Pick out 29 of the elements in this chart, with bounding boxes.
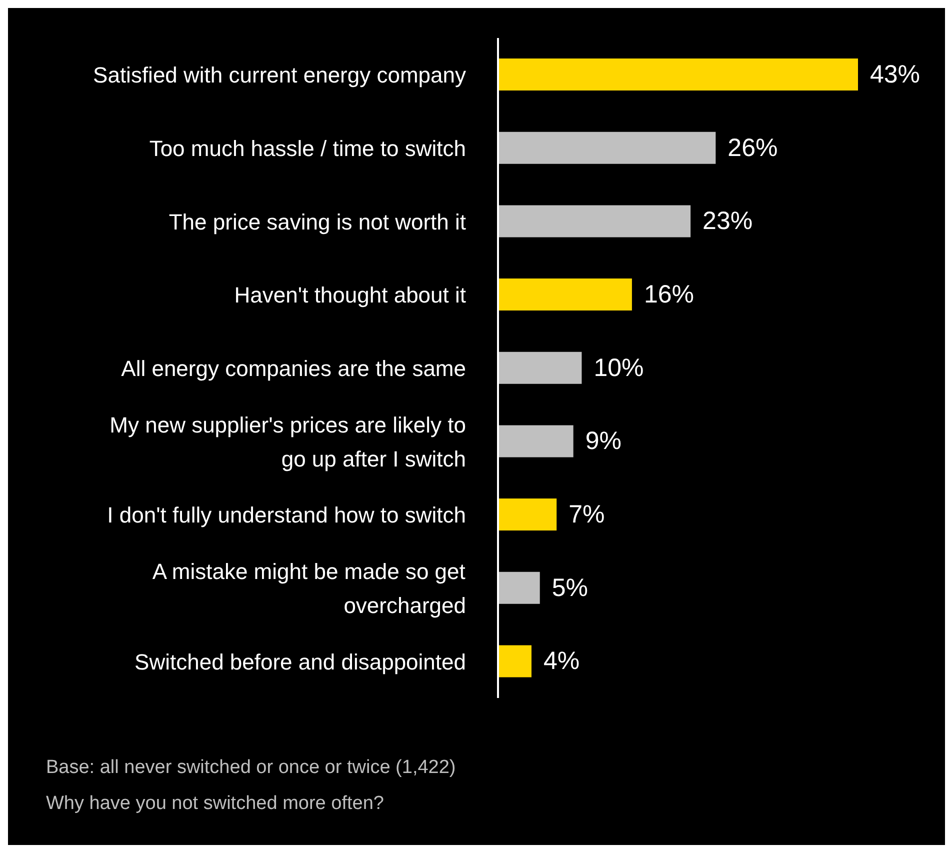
data-label: 10% [594, 354, 644, 382]
data-label: 16% [644, 280, 694, 309]
bar [498, 425, 574, 458]
text: Base: all never switched or once or twice (1,422) [46, 756, 456, 780]
data-label: 26% [728, 134, 778, 162]
text: Why have you not switched more often? [46, 792, 385, 816]
y-tick-label: A mistake might be made so get overcharged [152, 558, 466, 618]
y-tick-label: All energy companies are the same [121, 356, 466, 380]
y-tick-label: Switched before and disappointed [134, 648, 466, 674]
data-label: 7% [568, 500, 605, 529]
bar [498, 352, 582, 384]
bar [498, 572, 540, 604]
bar [498, 58, 858, 91]
data-label: 43% [870, 60, 920, 89]
bar [498, 205, 691, 238]
bar [498, 132, 716, 164]
data-label: 23% [702, 207, 753, 236]
bar [498, 498, 557, 531]
y-tick-label: My new supplier's prices are likely to go up after I switch [110, 412, 466, 471]
y-tick-label: Satisfied with current energy company [93, 62, 466, 88]
data-label: 9% [585, 427, 622, 456]
data-label: 4% [543, 647, 580, 676]
y-tick-label: The price saving is not worth it [168, 208, 466, 234]
y-tick-label: I don't fully understand how to switch [107, 502, 466, 528]
data-label: 5% [552, 574, 588, 602]
bar [498, 278, 632, 311]
y-tick-label: Too much hassle / time to switch [149, 136, 466, 160]
y-tick-label: Haven't thought about it [234, 282, 466, 308]
bar [498, 645, 532, 678]
